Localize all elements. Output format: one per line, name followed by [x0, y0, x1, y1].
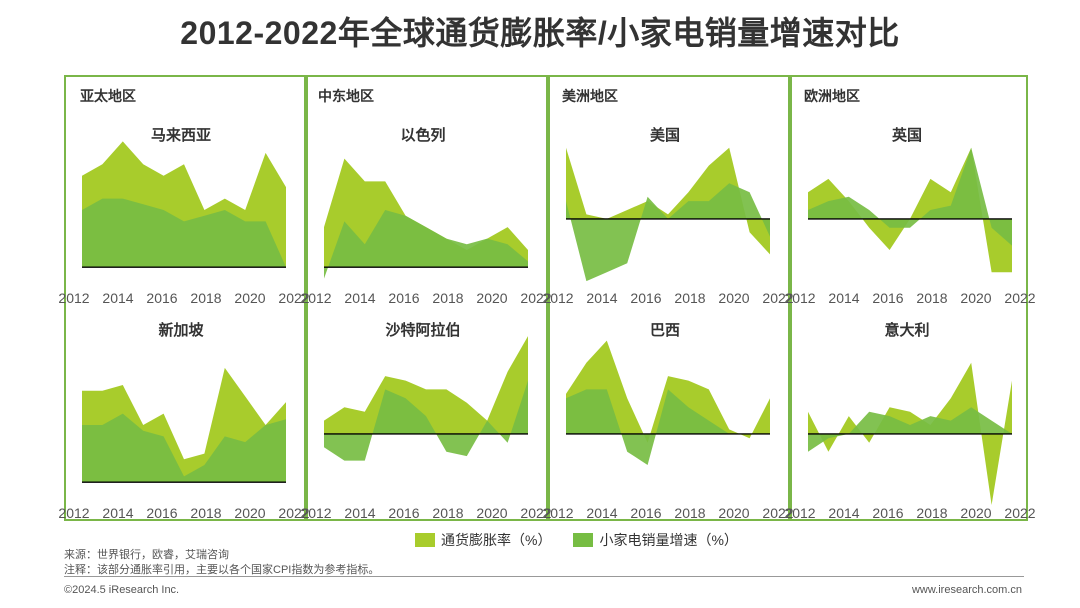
x-tick-label: 2020: [234, 290, 265, 306]
legend: 通货膨胀率（%） 小家电销量增速（%）: [415, 530, 760, 550]
x-tick-label: 2022: [520, 290, 551, 306]
chart-title: 意大利: [884, 321, 929, 339]
x-tick-label: 2012: [300, 290, 331, 306]
chart-1: 马来西亚 2012 2014 2016 2018 2020 2022: [58, 126, 309, 306]
x-tick-label: 2022: [1004, 505, 1035, 521]
x-tick-label: 2016: [146, 505, 177, 521]
x-tick-label: 2014: [828, 290, 859, 306]
chart-2: 以色列 2012 2014 2016 2018 2020 2022: [300, 126, 551, 306]
x-tick-label: 2014: [102, 290, 133, 306]
legend-label-inflation: 通货膨胀率（%）: [441, 532, 552, 548]
x-tick-label: 2012: [58, 505, 89, 521]
page-title: 2012-2022年全球通货膨胀率/小家电销量增速对比: [180, 15, 900, 51]
x-tick-label: 2018: [432, 290, 463, 306]
x-tick-label: 2022: [1004, 290, 1035, 306]
chart-title: 英国: [892, 126, 922, 144]
x-tick-label: 2014: [344, 505, 375, 521]
legend-label-sales: 小家电销量增速（%）: [599, 532, 738, 548]
x-tick-label: 2022: [278, 290, 309, 306]
chart-title: 马来西亚: [151, 126, 211, 144]
chart-3: 美国 2012 2014 2016 2018 2020 2022: [542, 126, 793, 306]
x-tick-label: 2014: [586, 505, 617, 521]
x-tick-label: 2020: [476, 505, 507, 521]
x-tick-label: 2012: [542, 505, 573, 521]
chart-title: 美国: [650, 126, 680, 144]
x-tick-label: 2018: [190, 290, 221, 306]
x-tick-label: 2016: [388, 290, 419, 306]
legend-item-sales: 小家电销量增速（%）: [573, 530, 738, 550]
region-label-americas: 美洲地区: [562, 88, 618, 104]
x-tick-label: 2020: [960, 290, 991, 306]
x-tick-label: 2020: [234, 505, 265, 521]
chart-7: 巴西 2012 2014 2016 2018 2020 2022: [542, 322, 793, 521]
x-tick-label: 2018: [190, 505, 221, 521]
x-tick-label: 2016: [872, 505, 903, 521]
remark-note: 注释：该部分通胀率引用，主要以各个国家CPI指数为参考指标。: [64, 564, 380, 576]
x-tick-label: 2018: [916, 290, 947, 306]
series-area-inflation: [808, 362, 1012, 505]
x-tick-label: 2018: [674, 290, 705, 306]
x-tick-label: 2016: [630, 290, 661, 306]
panel-middle-east: [306, 75, 548, 521]
region-label-asia-pacific: 亚太地区: [80, 88, 136, 104]
x-tick-label: 2012: [542, 290, 573, 306]
chart-5: 新加坡 2012 2014 2016 2018 2020 2022: [58, 321, 309, 521]
panel-americas: [548, 75, 790, 521]
series-area-sales: [566, 389, 770, 465]
x-tick-label: 2014: [102, 505, 133, 521]
footer-copyright: ©2024.5 iResearch Inc.: [64, 584, 180, 596]
x-tick-label: 2016: [630, 505, 661, 521]
series-area-sales: [808, 147, 1012, 246]
x-tick-label: 2014: [828, 505, 859, 521]
x-tick-label: 2014: [586, 290, 617, 306]
legend-item-inflation: 通货膨胀率（%）: [415, 530, 551, 550]
x-tick-label: 2022: [520, 505, 551, 521]
x-tick-label: 2016: [388, 505, 419, 521]
series-area-sales: [566, 183, 770, 282]
source-note: 来源：世界银行，欧睿，艾瑞咨询: [64, 549, 229, 561]
x-tick-label: 2012: [58, 290, 89, 306]
footer-url: www.iresearch.com.cn: [911, 584, 1022, 596]
chart-title: 新加坡: [158, 321, 203, 339]
chart-title: 沙特阿拉伯: [385, 321, 460, 339]
x-tick-label: 2018: [674, 505, 705, 521]
x-tick-label: 2020: [718, 290, 749, 306]
x-tick-label: 2022: [762, 505, 793, 521]
series-area-sales: [82, 198, 286, 268]
x-tick-label: 2016: [872, 290, 903, 306]
series-area-sales: [808, 407, 1012, 452]
x-tick-label: 2014: [344, 290, 375, 306]
x-tick-label: 2022: [278, 505, 309, 521]
x-tick-label: 2016: [146, 290, 177, 306]
chart-4: 英国 2012 2014 2016 2018 2020 2022: [784, 126, 1035, 306]
series-area-sales: [324, 210, 528, 279]
chart-6: 沙特阿拉伯 2012 2014 2016 2018 2020 2022: [300, 321, 551, 521]
series-area-sales: [324, 380, 528, 461]
x-tick-label: 2012: [300, 505, 331, 521]
series-area-sales: [82, 413, 286, 483]
chart-title: 以色列: [400, 126, 445, 144]
x-tick-label: 2018: [432, 505, 463, 521]
chart-title: 巴西: [650, 322, 680, 339]
x-tick-label: 2012: [784, 505, 815, 521]
x-tick-label: 2022: [762, 290, 793, 306]
legend-swatch-sales: [573, 533, 594, 547]
panel-asia-pacific: [64, 75, 306, 521]
series-area-inflation: [324, 336, 528, 434]
panel-europe: [790, 75, 1028, 521]
x-tick-label: 2012: [784, 290, 815, 306]
footer-divider: [64, 576, 1024, 577]
x-tick-label: 2020: [718, 505, 749, 521]
x-tick-label: 2020: [476, 290, 507, 306]
region-label-europe: 欧洲地区: [804, 88, 860, 104]
series-area-inflation: [566, 147, 770, 255]
legend-swatch-inflation: [415, 533, 435, 547]
chart-8: 意大利 2012 2014 2016 2018 2020 2022: [784, 321, 1035, 521]
x-tick-label: 2018: [916, 505, 947, 521]
region-label-middle-east: 中东地区: [318, 88, 374, 104]
x-tick-label: 2020: [960, 505, 991, 521]
